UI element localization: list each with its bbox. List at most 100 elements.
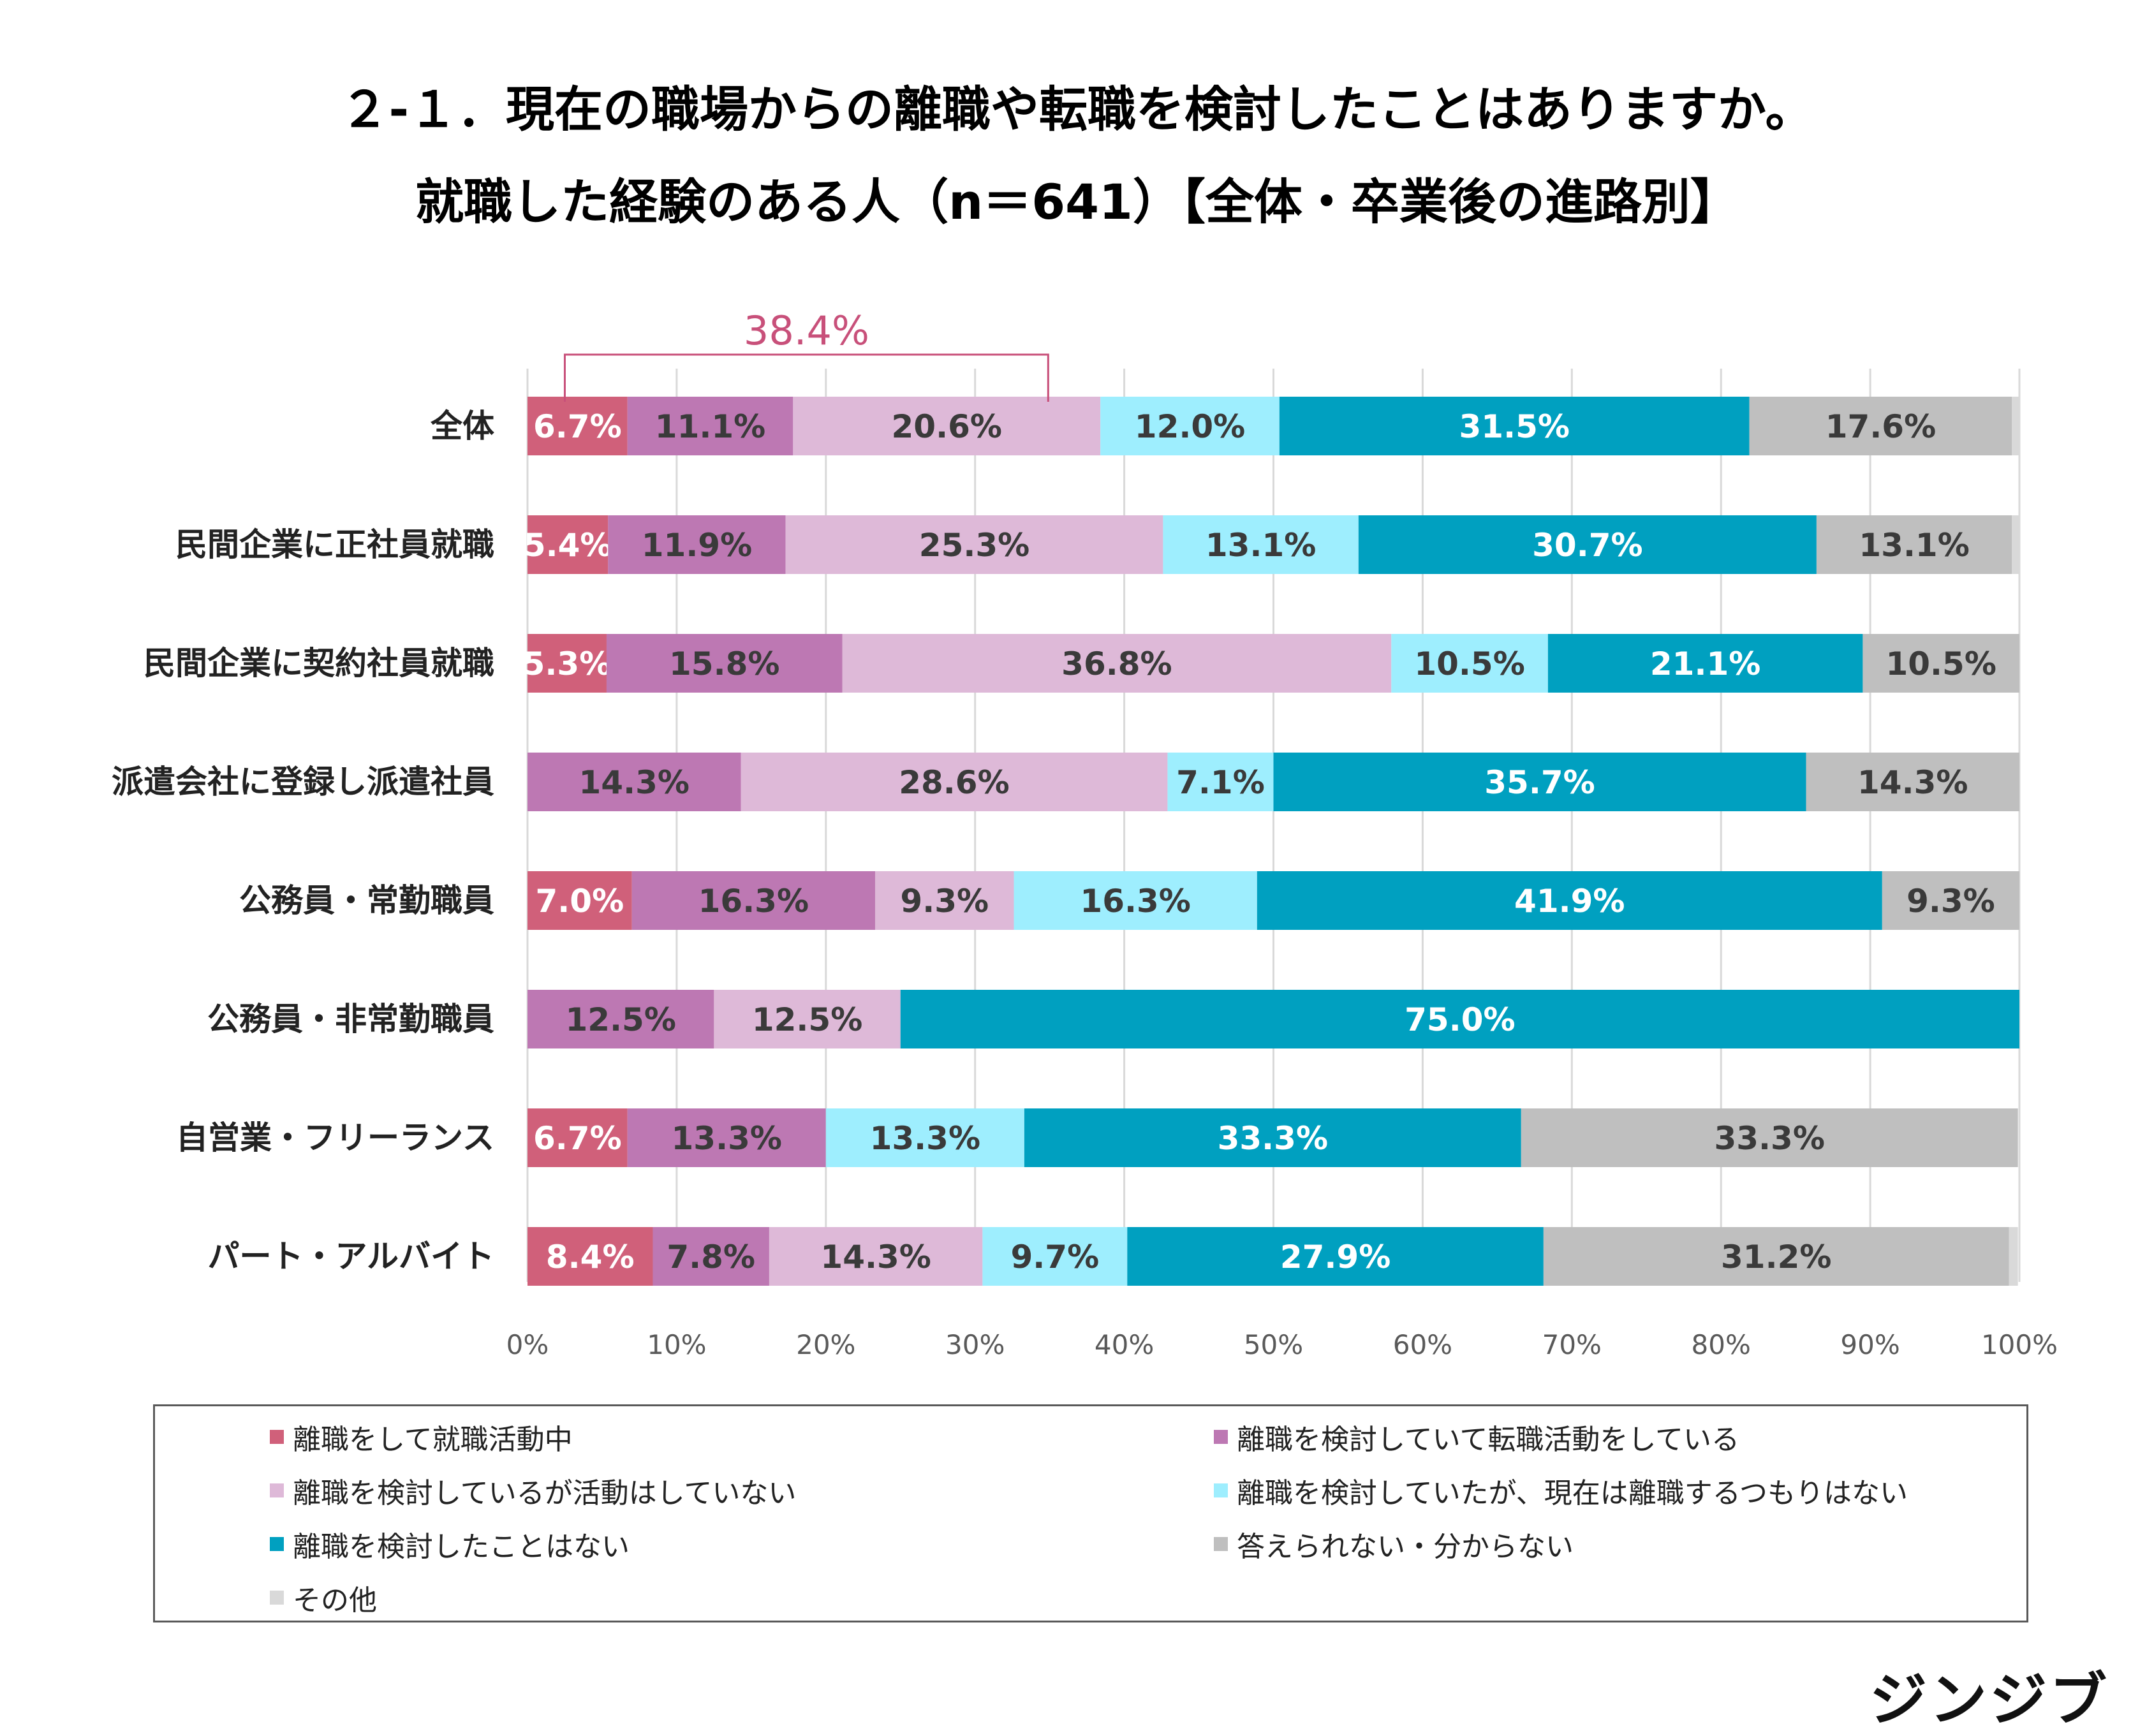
stacked-bar-chart: 0% 10% 20% 30% 40% 50% 60% 70% 80% 90% 100% 全体 6.7% 1…	[112, 307, 2058, 1360]
data-label: 6.7%	[533, 408, 622, 445]
data-label: 6.7%	[533, 1120, 622, 1157]
bar-segment	[1547, 634, 1863, 693]
legend-swatch	[1214, 1483, 1228, 1497]
bar-segment	[606, 634, 843, 693]
data-label: 13.3%	[870, 1120, 980, 1157]
legend-item: 離職を検討したことはない	[270, 1524, 630, 1564]
data-label: 31.5%	[1459, 408, 1570, 445]
bar-segment	[2009, 1227, 2018, 1286]
legend-label: 離職を検討していて転職活動をしている	[1237, 1423, 1740, 1456]
legend-swatch	[270, 1483, 284, 1497]
data-label: 10.5%	[1885, 645, 1996, 682]
x-tick-label: 0%	[506, 1329, 549, 1360]
data-label: 14.3%	[1857, 764, 1968, 801]
data-label: 9.3%	[1907, 883, 1995, 920]
data-label: 27.9%	[1280, 1239, 1391, 1276]
data-label: 33.3%	[1714, 1120, 1824, 1157]
data-label: 7.1%	[1176, 764, 1265, 801]
data-label: 30.7%	[1532, 527, 1642, 564]
bar-segment	[874, 871, 1014, 930]
data-label: 75.0%	[1405, 1001, 1515, 1038]
data-label: 17.6%	[1826, 408, 1936, 445]
bar-segment	[608, 515, 786, 574]
category-label: 全体	[430, 408, 494, 445]
data-label: 36.8%	[1061, 645, 1172, 682]
x-tick-label: 20%	[796, 1329, 855, 1360]
data-label: 9.3%	[900, 883, 989, 920]
data-label: 35.7%	[1484, 764, 1595, 801]
data-label: 12.0%	[1135, 408, 1245, 445]
data-label: 20.6%	[892, 408, 1002, 445]
bar-segment	[1257, 871, 1882, 930]
bar-segment	[1806, 753, 2019, 811]
bar-segment	[527, 397, 628, 455]
legend-swatch	[270, 1537, 284, 1551]
bar-segment	[627, 397, 793, 455]
legend-label: 離職をして就職活動中	[293, 1423, 573, 1456]
bar-segment	[1391, 634, 1548, 693]
chart-legend: 離職をして就職活動中 離職を検討していて転職活動をしている離職を検討しているが活動…	[153, 1404, 2028, 1622]
chart-subtitle: 就職した経験のある人（n＝641）【全体・卒業後の進路別】	[415, 173, 1739, 230]
data-label: 9.7%	[1011, 1239, 1100, 1276]
data-label: 28.6%	[899, 764, 1009, 801]
legend-swatch	[1214, 1430, 1228, 1444]
category-label: 自営業・フリーランス	[176, 1119, 494, 1156]
legend-label: その他	[293, 1584, 377, 1617]
data-label: 14.3%	[579, 764, 690, 801]
bar-segment	[741, 753, 1168, 811]
legend-item: 離職を検討しているが活動はしていない	[270, 1470, 796, 1511]
brand-logo: ジンジブ	[1870, 1666, 2109, 1733]
bar-segment	[527, 1108, 628, 1167]
data-label: 12.5%	[565, 1001, 675, 1038]
data-label: 12.5%	[752, 1001, 862, 1038]
legend-item: その他	[270, 1577, 377, 1618]
x-tick-label: 50%	[1244, 1329, 1303, 1360]
bar-segment	[1358, 515, 1817, 574]
bar-segment	[653, 1227, 769, 1286]
annotation-bracket	[563, 353, 1049, 402]
legend-swatch	[270, 1430, 284, 1444]
bar-segment	[1882, 871, 2019, 930]
data-label: 25.3%	[919, 527, 1029, 564]
bar-segment	[2012, 397, 2019, 455]
data-label: 16.3%	[698, 883, 809, 920]
bar-segment	[527, 515, 609, 574]
x-tick-label: 40%	[1095, 1329, 1154, 1360]
data-label: 13.1%	[1859, 527, 1969, 564]
bar-segment	[527, 1227, 653, 1286]
bar-segment	[1521, 1108, 2018, 1167]
bar-segment	[1749, 397, 2012, 455]
data-label: 7.8%	[667, 1239, 755, 1276]
x-tick-label: 70%	[1542, 1329, 1602, 1360]
bar-segment	[842, 634, 1392, 693]
bar-segment	[785, 515, 1163, 574]
category-label: 民間企業に契約社員就職	[144, 645, 494, 682]
bar-segment	[1100, 397, 1280, 455]
legend-swatch	[1214, 1537, 1228, 1551]
category-label: 派遣会社に登録し派遣社員	[112, 763, 494, 800]
bar-segment	[1167, 753, 1274, 811]
bar-segment	[527, 753, 741, 811]
x-tick-label: 100%	[1981, 1329, 2058, 1360]
data-label: 13.3%	[672, 1120, 782, 1157]
data-label: 14.3%	[820, 1239, 931, 1276]
bar-segment	[527, 990, 714, 1048]
data-label: 16.3%	[1080, 883, 1190, 920]
data-label: 8.4%	[546, 1239, 635, 1276]
bar-segment	[1127, 1227, 1544, 1286]
bar-segment	[982, 1227, 1128, 1286]
chart-title: ２-１．現在の職場からの離職や転職を検討したことはありますか。	[340, 81, 1814, 138]
legend-label: 離職を検討していたが、現在は離職するつもりはない	[1237, 1477, 1908, 1510]
category-label: 公務員・非常勤職員	[207, 1001, 494, 1038]
data-label: 31.2%	[1721, 1239, 1831, 1276]
x-tick-label: 30%	[945, 1329, 1005, 1360]
data-label: 15.8%	[669, 645, 779, 682]
data-label: 5.3%	[523, 645, 612, 682]
legend-label: 答えられない・分からない	[1237, 1531, 1574, 1563]
bar-segment	[631, 871, 875, 930]
data-label: 11.9%	[642, 527, 752, 564]
legend-swatch	[270, 1591, 284, 1605]
category-label: 公務員・常勤職員	[239, 882, 494, 919]
data-label: 10.5%	[1414, 645, 1524, 682]
